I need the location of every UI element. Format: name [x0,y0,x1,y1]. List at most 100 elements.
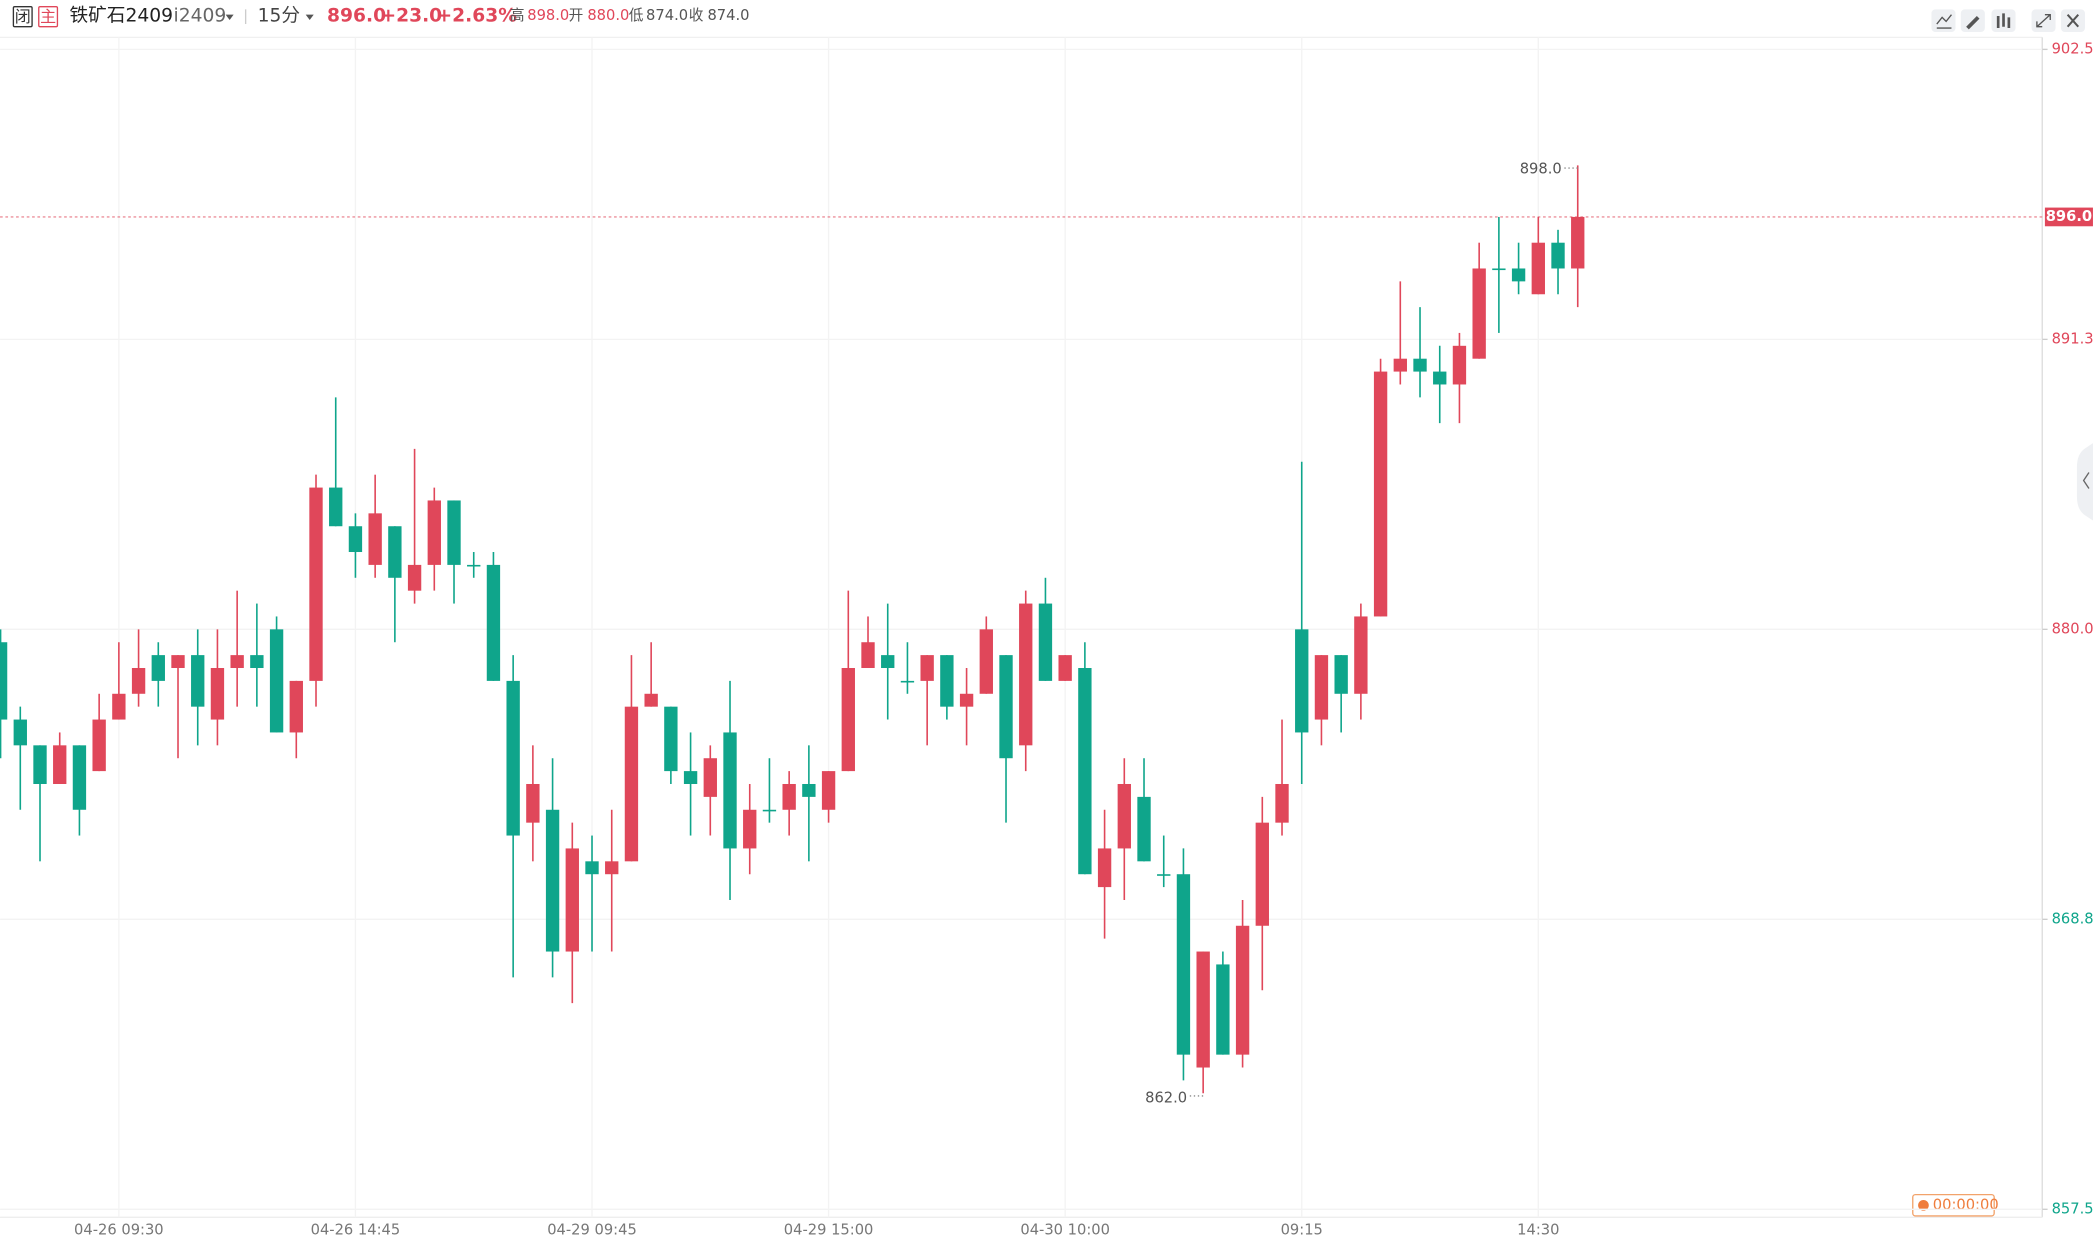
candle-body [585,861,599,875]
candle-body [881,655,895,669]
close-label: 收 [689,7,704,24]
low: 874.0 [646,7,688,24]
candle-body [821,771,836,810]
tool-icon [2066,14,2080,28]
candle-body [920,655,934,681]
candle-body [1433,371,1447,385]
candle-body [1157,874,1171,876]
tool-icon [1966,16,1980,30]
candle-body [1137,796,1151,862]
candle-body [1354,616,1368,694]
last-price-label: 896.0 [2046,208,2092,225]
candle-body [467,564,481,567]
side-panel-arrow [2082,472,2090,489]
candle-body [13,719,27,746]
candle-body [565,848,579,952]
symbol[interactable]: 铁矿石2409 [69,6,173,27]
candle-body [1255,822,1269,926]
candle-body [388,526,402,578]
tool-icon [1936,14,1952,29]
candle-body [743,809,757,849]
candle-body [1511,268,1526,282]
candle-body [545,809,560,952]
high: 898.0 [527,7,569,24]
candle-body [1492,268,1506,271]
candle-body [1019,603,1033,746]
open-label: 开 [569,7,584,24]
price: 896.0 [327,6,386,27]
candle-body [250,655,264,669]
candle-body [802,783,816,797]
candle-body [1038,603,1053,681]
candle-body [230,655,244,669]
candle-body [1196,951,1210,1068]
candle-body [1078,668,1092,875]
candle-body [861,642,875,669]
candle-body [940,655,954,707]
status-badge-box [12,6,33,28]
candle-body [1531,242,1545,295]
candle-body [1295,629,1309,733]
candle-body [1472,268,1486,359]
candle-body [1571,216,1585,269]
candle-body [1334,655,1348,694]
candle-body [0,642,8,720]
toolbar [1931,9,2085,33]
y-tick-label: 891.3 [2052,330,2093,347]
tool-icon [2036,14,2051,28]
candle-body [762,809,777,812]
candle-body [407,564,422,591]
main-badge[interactable]: 主 [40,7,56,26]
code[interactable]: i2409 [174,6,227,27]
timer-icon [1918,1199,1929,1211]
low-label: 低 [629,7,644,24]
tool-button[interactable] [1931,9,1956,33]
candle-body [1551,242,1565,269]
candle-body [664,706,678,772]
dropdown-arrow[interactable] [305,14,314,21]
candle-body [1275,783,1289,823]
candle-body [703,758,717,797]
candle-body [112,693,126,720]
candle-body [526,783,540,823]
candle-body [210,668,225,720]
candle-body [427,500,441,565]
candle-body [782,783,796,810]
candle-body [1176,874,1191,1055]
candle-body [53,745,67,784]
candle-body [683,771,698,784]
x-tick-label: 09:15 [1281,1222,1323,1239]
candle-body [1117,783,1131,849]
y-tick-label: 868.8 [2052,910,2093,927]
candle-body [999,655,1013,759]
x-tick-label: 04-26 09:30 [74,1222,164,1239]
x-tick-label: 04-29 15:00 [784,1222,874,1239]
candle-body [959,693,974,707]
candle-body [447,500,461,565]
dropdown-arrow[interactable] [225,14,234,21]
main-badge-box[interactable] [38,6,59,28]
y-tick-label: 880.0 [2052,620,2093,637]
period[interactable]: 15分 [258,6,300,27]
low-annotation: 862.0 [1145,1090,1187,1107]
high-label: 高 [510,7,525,24]
tool-icon [1996,13,2011,29]
candle-body [191,655,205,707]
candle-body [1413,358,1427,372]
x-tick-label: 04-26 14:45 [311,1222,401,1239]
candle-body [644,693,658,707]
candle-body [92,719,106,772]
candle-body [1097,848,1112,888]
candle-body [486,564,501,681]
candle-body [979,629,993,694]
timer: 00:00:00 [1933,1196,1999,1213]
candle-body [1216,964,1230,1055]
x-tick-label: 04-29 09:45 [547,1222,637,1239]
candle-body [131,668,146,694]
candle-body [1058,655,1072,681]
candle-body [329,487,343,527]
candle-body [171,655,185,669]
candle-body [1393,358,1407,372]
candle-body [900,680,915,683]
